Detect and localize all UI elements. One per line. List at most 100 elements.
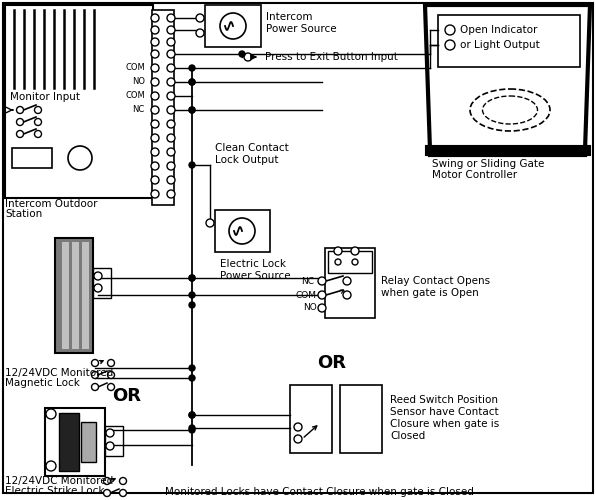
Circle shape [17, 106, 23, 114]
Circle shape [196, 29, 204, 37]
Bar [55, 238, 93, 353]
Circle shape [151, 162, 159, 170]
Circle shape [94, 284, 102, 292]
Text: Monitor Input: Monitor Input [10, 92, 80, 102]
Circle shape [189, 79, 195, 85]
Circle shape [120, 478, 126, 484]
Bar [82, 242, 89, 349]
Circle shape [167, 38, 175, 46]
Bar [328, 251, 372, 273]
Text: Open Indicator: Open Indicator [460, 25, 538, 35]
Text: OR: OR [317, 354, 346, 372]
Circle shape [445, 40, 455, 50]
Circle shape [92, 384, 98, 390]
Circle shape [46, 409, 56, 419]
Circle shape [151, 78, 159, 86]
Circle shape [151, 190, 159, 198]
Circle shape [151, 50, 159, 58]
Bar [215, 210, 270, 252]
Circle shape [189, 107, 195, 113]
Bar [325, 248, 375, 318]
Text: COM: COM [126, 92, 146, 100]
Circle shape [107, 360, 114, 366]
Text: Lock Output: Lock Output [215, 155, 278, 165]
Text: NO: NO [303, 304, 316, 312]
Circle shape [189, 162, 195, 168]
Text: 12/24VDC Monitored: 12/24VDC Monitored [5, 368, 113, 378]
Polygon shape [425, 5, 590, 150]
Circle shape [167, 50, 175, 58]
Circle shape [352, 259, 358, 265]
Circle shape [189, 292, 195, 298]
Circle shape [167, 134, 175, 142]
Circle shape [68, 146, 92, 170]
Circle shape [167, 26, 175, 34]
Circle shape [35, 106, 42, 114]
Circle shape [189, 412, 195, 418]
Circle shape [220, 13, 246, 39]
Text: Power Source: Power Source [266, 24, 337, 34]
Circle shape [151, 120, 159, 128]
Text: NC: NC [132, 106, 144, 114]
Bar [340, 385, 382, 453]
Circle shape [167, 120, 175, 128]
Circle shape [151, 176, 159, 184]
Circle shape [189, 79, 195, 85]
Circle shape [104, 478, 110, 484]
Circle shape [151, 148, 159, 156]
Circle shape [94, 272, 102, 280]
Text: Clean Contact: Clean Contact [215, 143, 288, 153]
Bar [105, 426, 123, 456]
Circle shape [104, 490, 110, 496]
Circle shape [167, 78, 175, 86]
Circle shape [17, 118, 23, 126]
Text: Station: Station [5, 209, 42, 219]
Circle shape [167, 176, 175, 184]
Circle shape [334, 247, 342, 255]
Circle shape [151, 38, 159, 46]
Circle shape [318, 291, 326, 299]
Circle shape [106, 429, 114, 437]
Circle shape [106, 442, 114, 450]
Text: COM: COM [295, 290, 316, 300]
Bar [5, 5, 153, 198]
Circle shape [151, 106, 159, 114]
Text: Monitored Locks have Contact Closure when gate is Closed: Monitored Locks have Contact Closure whe… [165, 487, 474, 497]
Bar [59, 413, 79, 471]
Circle shape [151, 26, 159, 34]
Circle shape [46, 461, 56, 471]
Text: NC: NC [301, 276, 314, 285]
Circle shape [167, 148, 175, 156]
Circle shape [35, 130, 42, 138]
Circle shape [167, 106, 175, 114]
Circle shape [189, 412, 195, 418]
Text: OR: OR [112, 387, 141, 405]
Text: Closure when gate is: Closure when gate is [390, 419, 499, 429]
Circle shape [189, 275, 195, 281]
Circle shape [343, 291, 351, 299]
Circle shape [318, 304, 326, 312]
Bar [72, 242, 79, 349]
Text: Motor Controller: Motor Controller [432, 170, 517, 180]
Circle shape [189, 375, 195, 381]
Circle shape [151, 64, 159, 72]
Circle shape [35, 118, 42, 126]
Bar [12, 148, 52, 168]
Circle shape [151, 14, 159, 22]
Circle shape [151, 92, 159, 100]
Circle shape [189, 107, 195, 113]
Text: Intercom: Intercom [266, 12, 312, 22]
Circle shape [239, 51, 245, 57]
Circle shape [92, 372, 98, 378]
Bar [93, 268, 111, 298]
Circle shape [167, 92, 175, 100]
Circle shape [343, 277, 351, 285]
Text: NO: NO [132, 78, 145, 86]
Circle shape [189, 365, 195, 371]
Text: when gate is Open: when gate is Open [381, 288, 479, 298]
Bar [62, 242, 69, 349]
Text: Press to Exit Button Input: Press to Exit Button Input [265, 52, 398, 62]
Text: COM: COM [126, 64, 146, 72]
Circle shape [206, 219, 214, 227]
Bar [438, 15, 580, 67]
